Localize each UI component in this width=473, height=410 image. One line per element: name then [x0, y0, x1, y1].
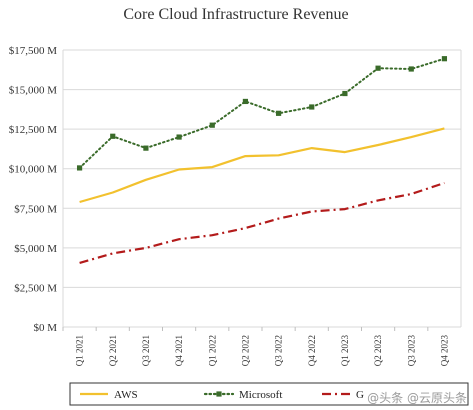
point-microsoft [209, 122, 215, 128]
point-microsoft [408, 66, 414, 72]
series-line-microsoft [78, 57, 446, 169]
x-tick-label: Q2 2021 [108, 335, 118, 366]
point-microsoft [110, 133, 116, 139]
x-tick-label: Q3 2023 [406, 335, 416, 367]
x-tick-label: Q4 2023 [439, 335, 449, 367]
grid-layer [62, 49, 462, 328]
x-tick-label: Q1 2022 [207, 335, 217, 366]
legend-box [69, 382, 469, 406]
point-microsoft [309, 104, 315, 110]
x-tick-label: Q1 2021 [75, 335, 85, 366]
point-microsoft [275, 110, 282, 116]
y-tick-label: $2,500 M [14, 282, 57, 294]
series-line-aws [79, 127, 445, 204]
series-line-google [79, 181, 445, 264]
y-tick-label: $7,500 M [14, 203, 57, 215]
y-tick-label: $0 M [33, 322, 57, 334]
point-microsoft [242, 98, 249, 105]
point-microsoft [441, 56, 448, 62]
chart-title: Core Cloud Infrastructure Revenue [123, 6, 348, 23]
y-tick-label: $17,500 M [9, 45, 58, 57]
y-tick-label: $12,500 M [9, 124, 58, 136]
axis-layer: $0 M $2,500 M $5,000 M $7,500 M $10,000 M $12… [9, 45, 450, 366]
legend-label-microsoft: Microsoft [239, 389, 282, 401]
legend-label-aws: AWS [114, 389, 138, 401]
point-microsoft [176, 134, 182, 140]
x-tick-label: Q2 2022 [240, 335, 250, 366]
series-layer [76, 56, 448, 264]
point-microsoft [76, 165, 83, 171]
x-tick-label: Q3 2021 [141, 335, 151, 366]
legend: AWS Microsoft G [69, 382, 469, 406]
y-tick-label: $10,000 M [9, 164, 58, 176]
x-tick-label: Q4 2021 [174, 335, 184, 366]
legend-label-google: G [356, 389, 364, 401]
y-tick-label: $5,000 M [14, 243, 57, 255]
point-microsoft [143, 145, 149, 151]
x-tick-label: Q3 2022 [274, 335, 284, 366]
point-microsoft [375, 65, 381, 71]
x-tick-label: Q4 2022 [307, 335, 317, 366]
y-tick-label: $15,000 M [9, 85, 58, 97]
point-microsoft [342, 90, 348, 97]
watermark-text: @头条 @云原头条 [367, 391, 467, 405]
legend-marker-microsoft [216, 391, 222, 397]
x-tick-label: Q1 2023 [340, 335, 350, 367]
x-tick-label: Q2 2023 [373, 335, 383, 367]
